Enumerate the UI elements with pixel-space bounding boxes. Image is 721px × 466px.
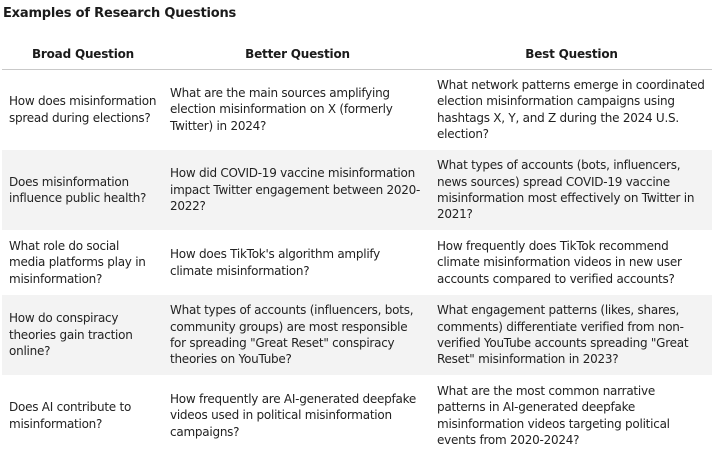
best-question-cell: What types of accounts (bots, influencer… — [431, 149, 712, 231]
better-question-cell: What are the main sources amplifying ele… — [164, 69, 431, 150]
broad-question-cell: Does misinformation influence public hea… — [2, 149, 164, 231]
table-row: What role do social media platforms play… — [2, 230, 712, 295]
best-question-cell: How frequently does TikTok recommend cli… — [431, 230, 712, 295]
page-title: Examples of Research Questions — [3, 6, 237, 21]
table-row: How do conspiracy theories gain traction… — [2, 294, 712, 376]
table-header-row: Broad Question Better Question Best Ques… — [2, 38, 712, 70]
broad-question-cell: How do conspiracy theories gain traction… — [2, 294, 164, 376]
research-questions-table: Broad Question Better Question Best Ques… — [2, 38, 712, 456]
better-question-cell: What types of accounts (influencers, bot… — [164, 294, 431, 376]
better-question-cell: How frequently are AI-generated deepfake… — [164, 375, 431, 456]
column-header-best: Best Question — [431, 38, 712, 70]
best-question-cell: What engagement patterns (likes, shares,… — [431, 294, 712, 376]
better-question-cell: How does TikTok's algorithm amplify clim… — [164, 230, 431, 295]
table-row: Does AI contribute to misinformation? Ho… — [2, 375, 712, 456]
best-question-cell: What network patterns emerge in coordina… — [431, 69, 712, 150]
broad-question-cell: Does AI contribute to misinformation? — [2, 375, 164, 456]
broad-question-cell: What role do social media platforms play… — [2, 230, 164, 295]
broad-question-cell: How does misinformation spread during el… — [2, 69, 164, 150]
better-question-cell: How did COVID-19 vaccine misinformation … — [164, 149, 431, 231]
table-row: How does misinformation spread during el… — [2, 69, 712, 150]
column-header-broad: Broad Question — [2, 38, 164, 70]
best-question-cell: What are the most common narrative patte… — [431, 375, 712, 456]
table-row: Does misinformation influence public hea… — [2, 149, 712, 231]
column-header-better: Better Question — [164, 38, 431, 70]
